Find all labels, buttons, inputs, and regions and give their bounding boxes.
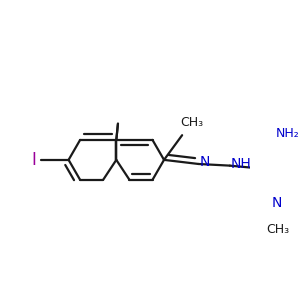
- Text: I: I: [32, 151, 37, 169]
- Text: NH: NH: [231, 157, 251, 171]
- Text: NH₂: NH₂: [276, 127, 300, 140]
- Text: CH₃: CH₃: [181, 116, 204, 129]
- Text: N: N: [200, 154, 210, 169]
- Text: N: N: [272, 196, 282, 210]
- Text: CH₃: CH₃: [266, 223, 289, 236]
